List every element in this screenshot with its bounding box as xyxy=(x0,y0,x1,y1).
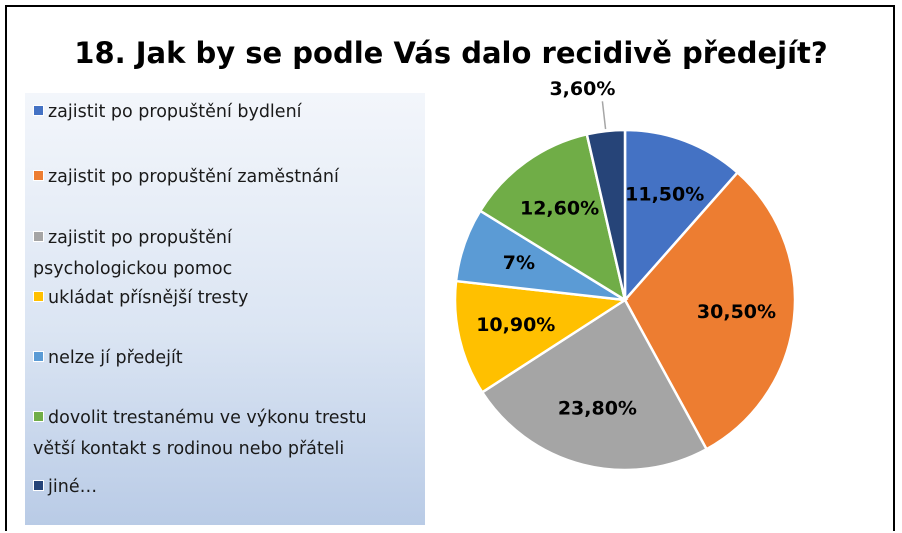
legend-swatch xyxy=(33,291,44,302)
legend-swatch xyxy=(33,480,44,491)
legend-label: zajistit po propuštění zaměstnání xyxy=(48,167,339,187)
legend-item: nelze jí předejít xyxy=(33,343,183,374)
legend-label: jiné… xyxy=(48,477,98,497)
pie-slice xyxy=(585,128,627,301)
legend-item: dovolit trestanému ve výkonu trestu větš… xyxy=(33,403,367,465)
legend-item: ukládat přísnější tresty xyxy=(33,283,248,314)
legend-swatch xyxy=(33,105,44,116)
pie-slice xyxy=(478,132,627,303)
data-label: 23,80% xyxy=(558,397,637,419)
data-label: 30,50% xyxy=(697,301,776,323)
legend-item: zajistit po propuštění bydlení xyxy=(33,97,302,128)
frame xyxy=(5,5,895,531)
legend: zajistit po propuštění bydlení zajistit p… xyxy=(25,93,425,525)
pie-slice xyxy=(480,298,709,472)
legend-swatch xyxy=(33,170,44,181)
legend-swatch xyxy=(33,351,44,362)
data-label: 10,90% xyxy=(476,314,555,336)
legend-swatch xyxy=(33,411,44,422)
legend-swatch xyxy=(33,231,44,242)
data-label: 3,60% xyxy=(549,78,615,100)
legend-item: jiné… xyxy=(33,472,97,503)
pie-slice xyxy=(623,170,797,451)
pie-slice xyxy=(623,128,740,304)
pie-slice xyxy=(453,279,629,395)
leader-line xyxy=(601,101,607,130)
legend-item: zajistit po propuštění zaměstnání xyxy=(33,162,339,193)
legend-label: nelze jí předejít xyxy=(48,348,183,368)
legend-label: zajistit po propuštění bydlení xyxy=(48,102,302,122)
chart-title: 18. Jak by se podle Vás dalo recidivě př… xyxy=(74,36,828,70)
data-label: 7% xyxy=(503,252,535,274)
data-label: 11,50% xyxy=(625,184,704,206)
legend-label: zajistit po propuštění psychologickou po… xyxy=(33,228,233,279)
data-label: 12,60% xyxy=(520,197,599,219)
legend-label: ukládat přísnější tresty xyxy=(48,288,249,308)
legend-item: zajistit po propuštění psychologickou po… xyxy=(33,223,232,285)
legend-label: dovolit trestanému ve výkonu trestu větš… xyxy=(33,408,367,459)
